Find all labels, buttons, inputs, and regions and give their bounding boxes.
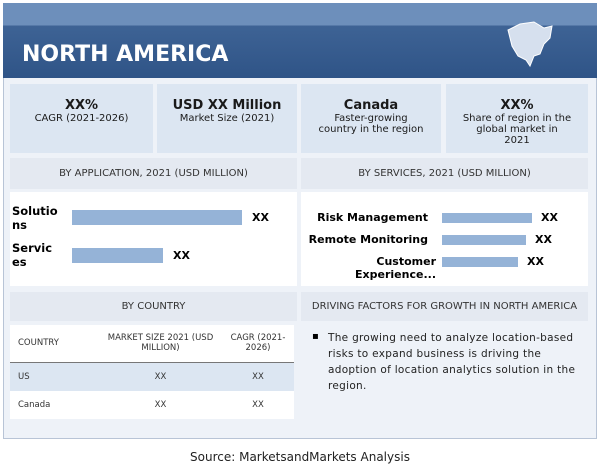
bar-value: XX <box>252 211 269 224</box>
table-header: COUNTRY <box>18 338 59 349</box>
country-table: COUNTRY MARKET SIZE 2021 (USD MILLION) C… <box>10 325 294 419</box>
stat-label: Share of region in the global market in … <box>462 113 572 146</box>
stat-label: Faster-growing country in the region <box>318 113 424 135</box>
bar-value: XX <box>541 211 558 224</box>
section-title: BY COUNTRY <box>10 292 297 321</box>
bar <box>442 213 532 223</box>
table-cell: XX <box>154 371 167 382</box>
table-header: CAGR (2021-2026) <box>230 333 286 354</box>
stat-value: USD XX Million <box>172 98 282 113</box>
header-title: NORTH AMERICA <box>22 42 229 67</box>
bar-label: Services <box>12 241 53 269</box>
chart-area <box>10 192 297 286</box>
table-cell: XX <box>154 400 167 410</box>
section-title: BY APPLICATION, 2021 (USD MILLION) <box>10 158 297 189</box>
stat-box: Canada Faster-growing country in the regi… <box>301 84 441 153</box>
bar-label: Risk Management <box>317 211 428 224</box>
bar <box>442 257 518 267</box>
source: Source: MarketsandMarkets Analysis <box>190 450 410 464</box>
stat-value: Canada <box>343 98 399 113</box>
bullet-text: The growing need to analyze location-bas… <box>328 332 576 392</box>
bar-value: XX <box>535 233 552 246</box>
bar-label: Customer Experience... <box>355 255 436 281</box>
bar <box>72 248 163 263</box>
bar <box>72 210 242 225</box>
section-title: BY SERVICES, 2021 (USD MILLION) <box>301 158 588 189</box>
bullet: ▪ <box>312 331 319 342</box>
bar-label: Solutions <box>12 204 58 232</box>
stat-box: XX% CAGR (2021-2026) <box>10 84 153 153</box>
stat-value: XX% <box>64 98 99 113</box>
stat-box: XX% Share of region in the global market … <box>446 84 588 153</box>
header-band <box>3 3 597 78</box>
bar <box>442 235 526 245</box>
table-cell: Canada <box>18 400 51 410</box>
table-cell: US <box>18 371 30 382</box>
table-header: MARKET SIZE 2021 (USD MILLION) <box>107 333 214 354</box>
map-icon <box>507 21 553 68</box>
stat-box: USD XX Million Market Size (2021) <box>157 84 297 153</box>
bar-value: XX <box>527 255 544 268</box>
bar-value: XX <box>173 249 190 262</box>
stat-label: CAGR (2021-2026) <box>34 113 129 124</box>
section-title: DRIVING FACTORS FOR GROWTH IN NORTH AMER… <box>301 292 588 321</box>
bar-label: Remote Monitoring <box>308 233 428 246</box>
stat-label: Market Size (2021) <box>179 113 275 124</box>
table-cell: XX <box>252 371 264 382</box>
stat-value: XX% <box>500 98 534 113</box>
table-cell: XX <box>252 400 264 410</box>
